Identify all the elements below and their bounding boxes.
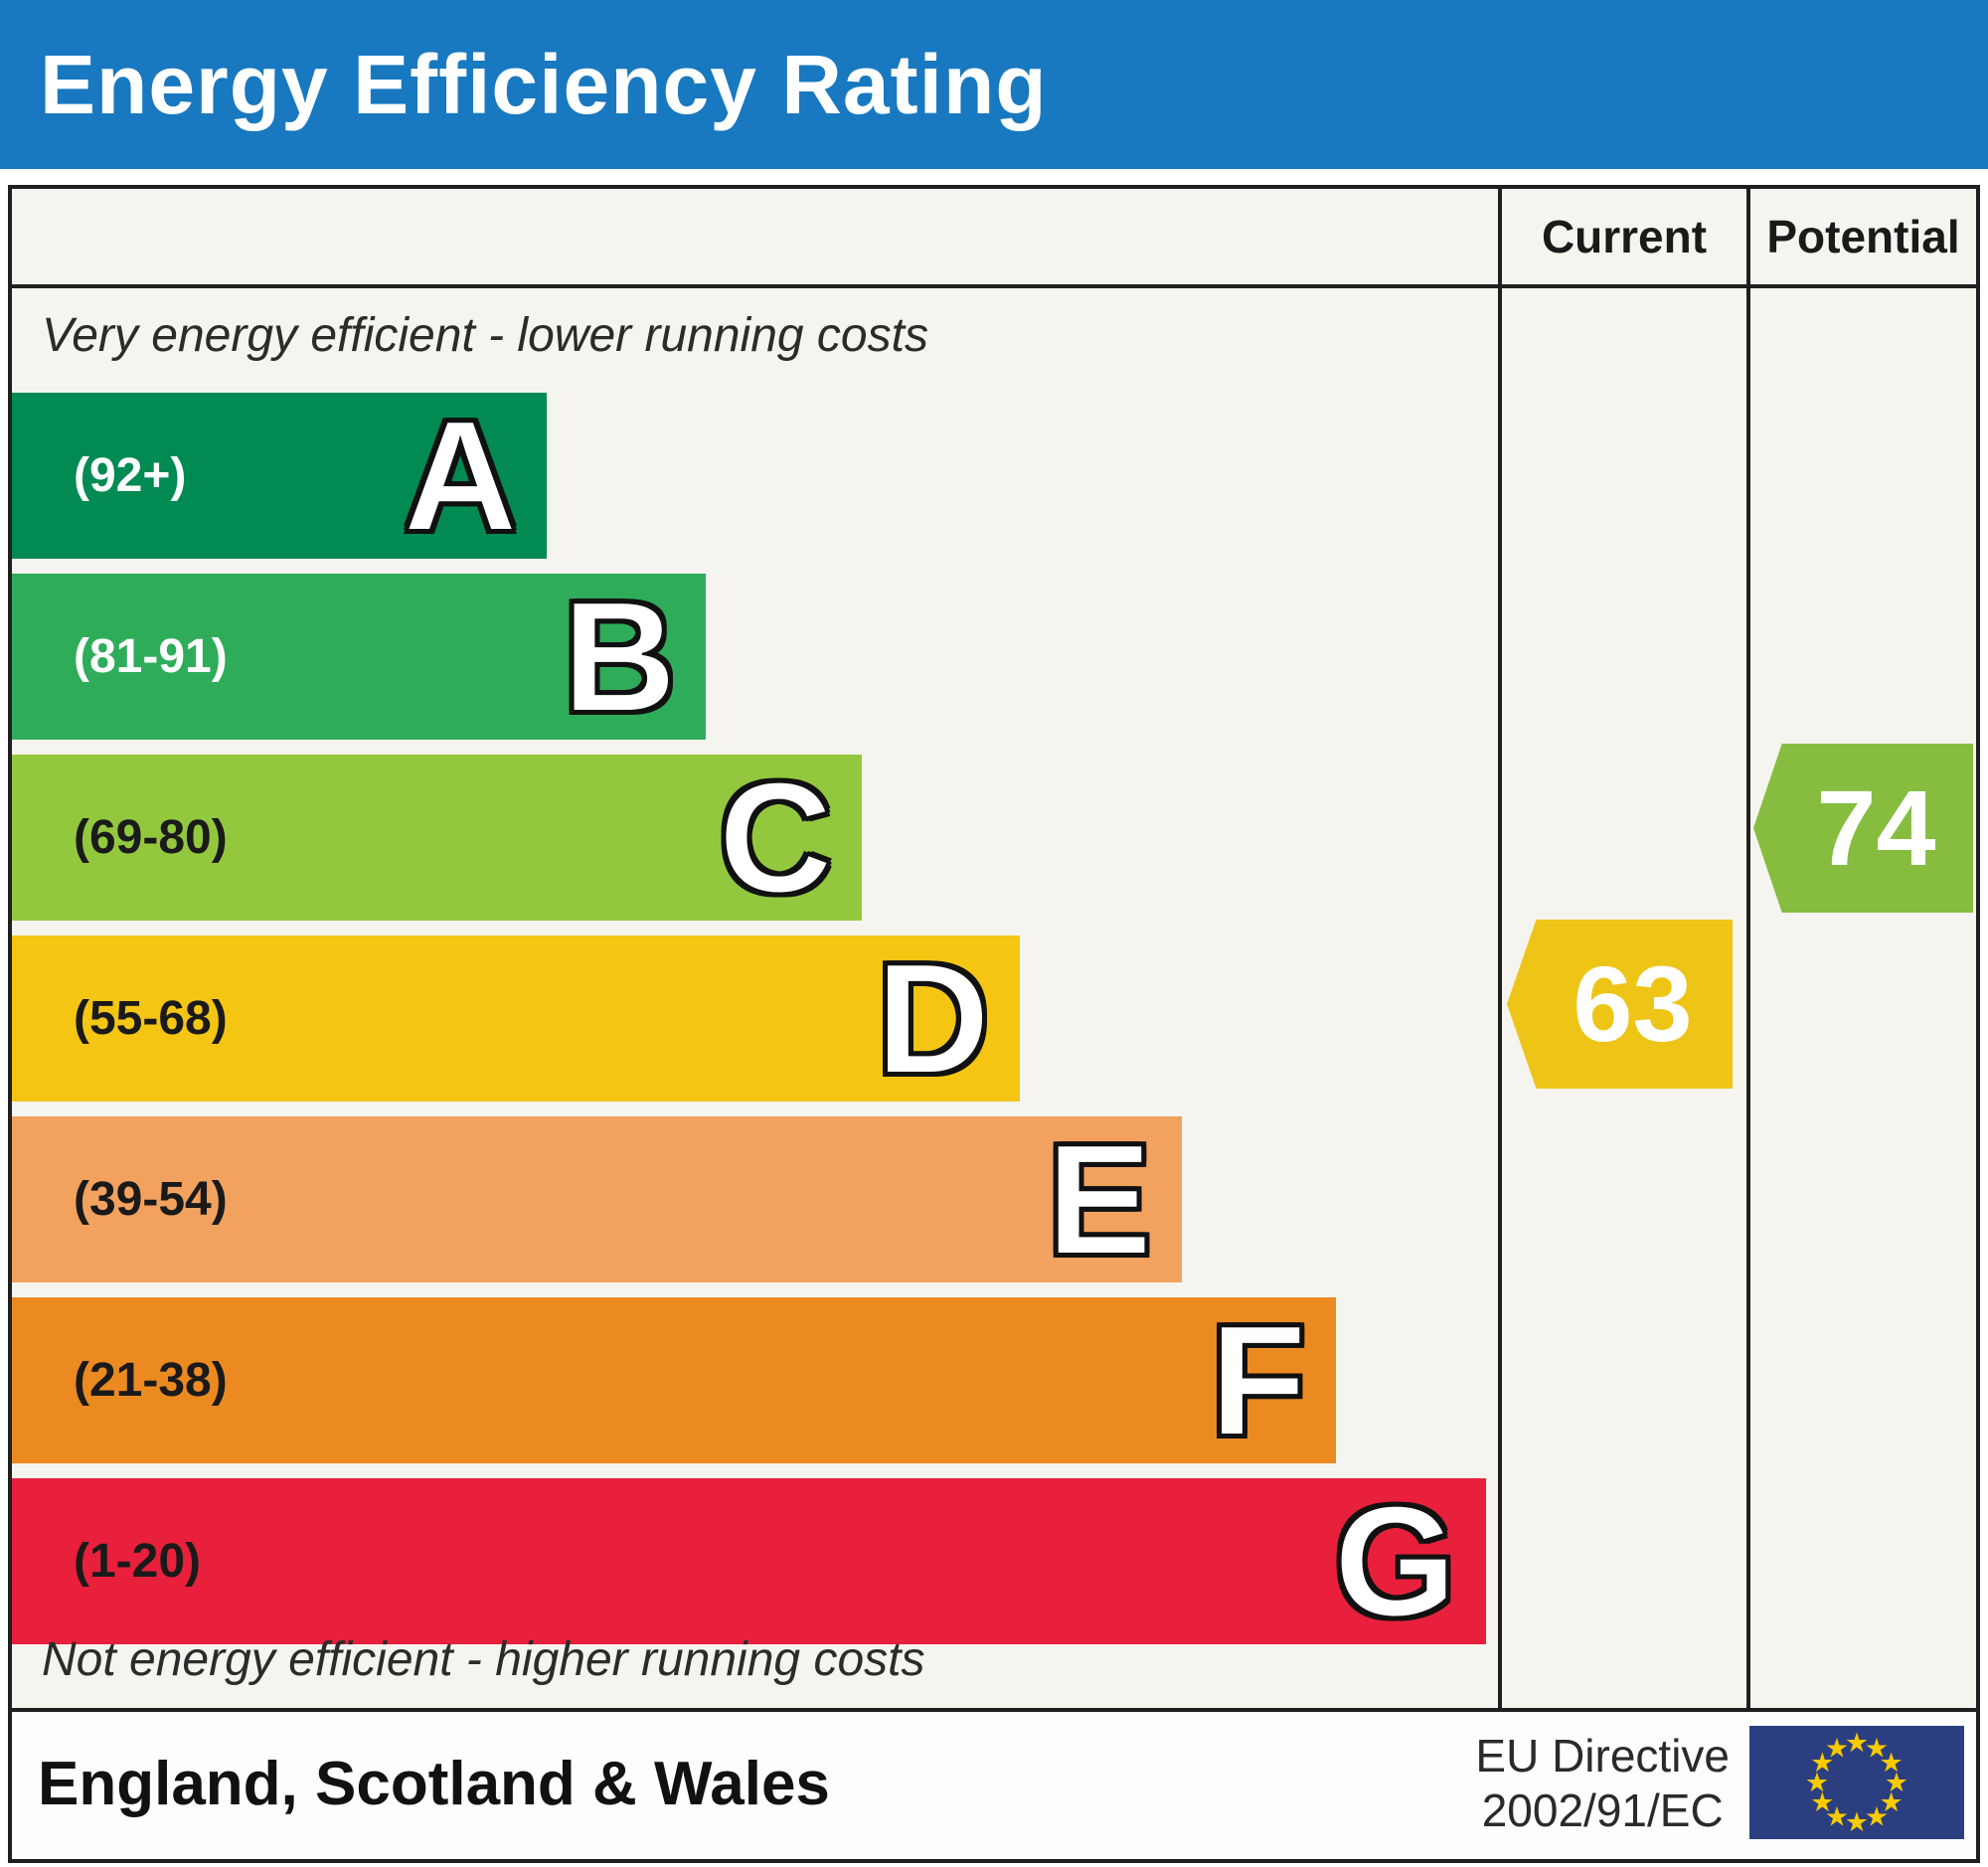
eu-directive-label: EU Directive 2002/91/EC: [1475, 1712, 1730, 1855]
band-bar: (39-54) E: [12, 1116, 1182, 1282]
band-letter: A: [403, 388, 518, 564]
band-row: (55-68) D: [12, 935, 1498, 1111]
band-range-label: (69-80): [74, 811, 228, 864]
current-column-divider: [1498, 189, 1502, 1708]
band-letter: B: [562, 569, 677, 745]
bottom-note: Not energy efficient - higher running co…: [42, 1633, 925, 1686]
band-range-label: (39-54): [74, 1173, 228, 1226]
band-bar: (21-38) F: [12, 1292, 1337, 1468]
band-row: (81-91) B: [12, 574, 1498, 750]
eu-directive-line2: 2002/91/EC: [1481, 1784, 1724, 1836]
footer: England, Scotland & Wales EU Directive 2…: [8, 1712, 1980, 1863]
header-underline: [12, 284, 1976, 288]
band-row: (69-80) C: [12, 755, 1498, 931]
page-title: Energy Efficiency Rating: [40, 37, 1048, 131]
band-range-label: (81-91): [74, 630, 228, 683]
band-letter: C: [718, 750, 833, 926]
band-list: (92+) A (81-91) B (69-80) C (55-68) D (3…: [12, 388, 1498, 1654]
band-range-label: (1-20): [74, 1535, 202, 1588]
eu-directive-line1: EU Directive: [1475, 1729, 1730, 1782]
band-range-label: (92+): [74, 449, 187, 502]
potential-rating-marker: 74: [1753, 744, 1973, 913]
band-range-label: (55-68): [74, 992, 228, 1045]
band-bar: (1-20) G: [12, 1473, 1487, 1649]
current-rating-value: 63: [1573, 943, 1693, 1064]
eu-flag-icon: ★ ★ ★ ★ ★ ★ ★ ★ ★ ★ ★ ★: [1749, 1726, 1964, 1839]
potential-column-divider: [1746, 189, 1750, 1708]
current-column-header: Current: [1541, 211, 1708, 262]
potential-column-header: Potential: [1766, 211, 1960, 262]
band-letter: G: [1333, 1473, 1457, 1649]
region-label: England, Scotland & Wales: [38, 1749, 830, 1818]
band-range-label: (21-38): [74, 1354, 228, 1407]
energy-rating-table: Current Potential Very energy efficient …: [8, 185, 1980, 1712]
band-bar: (92+) A: [12, 388, 548, 564]
band-bar: (69-80) C: [12, 750, 863, 926]
top-note: Very energy efficient - lower running co…: [42, 309, 928, 362]
band-row: (1-20) G: [12, 1478, 1498, 1654]
band-letter: D: [875, 931, 990, 1106]
potential-rating-value: 74: [1816, 767, 1936, 888]
band-row: (39-54) E: [12, 1116, 1498, 1292]
band-letter: F: [1210, 1292, 1308, 1468]
band-bar: (55-68) D: [12, 935, 1020, 1102]
band-letter: E: [1046, 1111, 1152, 1287]
current-rating-marker: 63: [1507, 920, 1733, 1089]
band-row: (21-38) F: [12, 1297, 1498, 1473]
band-row: (92+) A: [12, 393, 1498, 569]
band-bar: (81-91) B: [12, 569, 707, 745]
title-bar: Energy Efficiency Rating: [0, 0, 1988, 169]
